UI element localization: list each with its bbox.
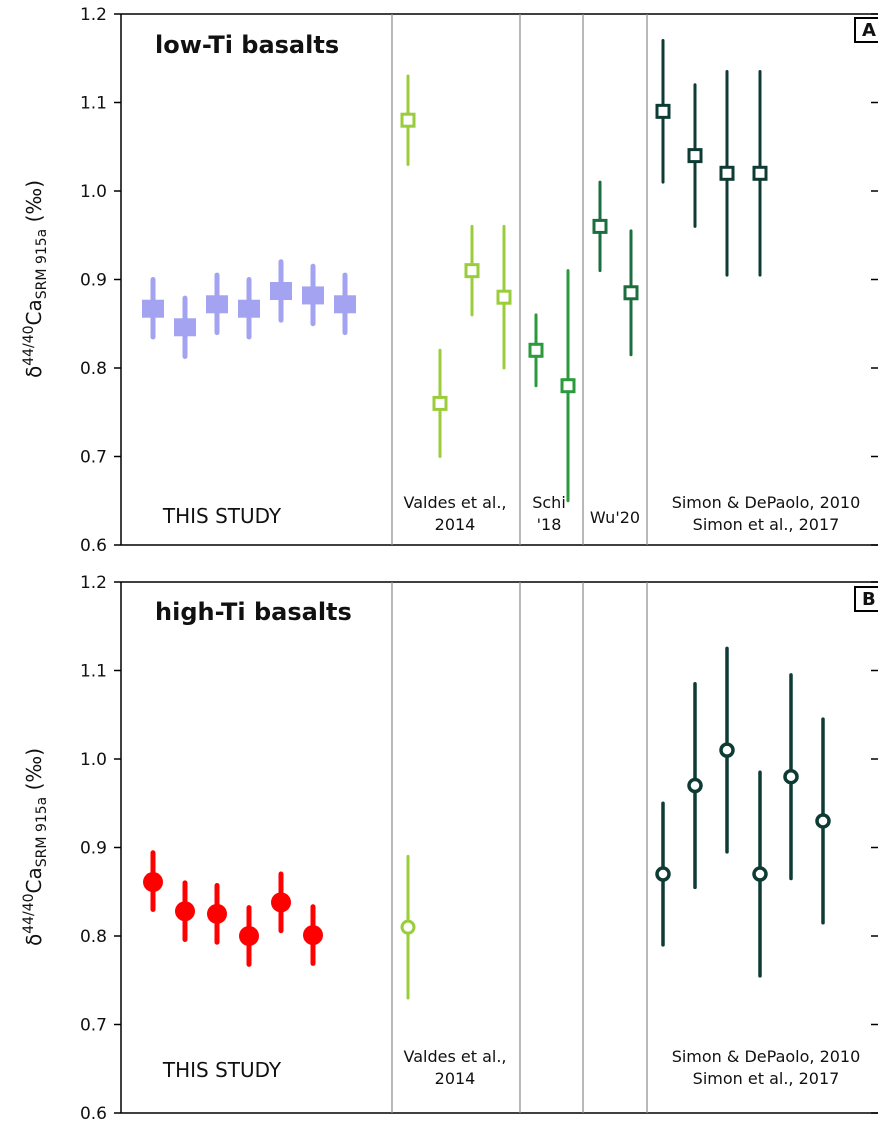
y-tick-label: 1.2 xyxy=(80,573,107,593)
data-point xyxy=(271,892,291,913)
data-point xyxy=(752,866,768,882)
y-axis-label-part: (‰) xyxy=(22,748,46,797)
y-axis-label-part: δ xyxy=(22,366,46,378)
y-tick-label: 0.7 xyxy=(80,1016,107,1036)
group-label: Valdes et al., xyxy=(404,1047,507,1066)
y-axis-label-part: Ca xyxy=(22,299,46,325)
data-point xyxy=(400,919,416,935)
data-point xyxy=(496,289,512,305)
data-point xyxy=(655,866,671,882)
y-axis-label-part: Ca xyxy=(22,867,46,893)
y-tick-label: 0.6 xyxy=(80,536,107,556)
data-point xyxy=(752,165,768,181)
group-label: Schi xyxy=(532,493,566,512)
y-axis-label-part: SRM 915a xyxy=(34,229,50,299)
y-tick-label: 0.9 xyxy=(80,839,107,859)
data-point xyxy=(623,285,639,301)
data-point xyxy=(175,901,195,922)
group-label: Simon & DePaolo, 2010 xyxy=(672,493,861,512)
group-label: THIS STUDY xyxy=(162,1058,282,1082)
data-point xyxy=(207,903,227,924)
group-label: 2014 xyxy=(435,1069,476,1088)
data-point xyxy=(687,777,703,794)
y-tick-label: 0.8 xyxy=(80,927,107,947)
data-point xyxy=(687,148,703,164)
group-label: Simon et al., 2017 xyxy=(693,515,840,534)
chart-panel-a: 0.6 0.7 0.8 0.9 1.0 1.1 1.2 low-Ti basalts Aδ44/… xyxy=(21,5,878,556)
y-tick-label: 0.6 xyxy=(80,1104,107,1124)
data-point xyxy=(655,103,671,119)
group-label: Simon et al., 2017 xyxy=(693,1069,840,1088)
data-point xyxy=(334,295,356,314)
y-axis-label-part: δ xyxy=(22,934,46,946)
group-label: THIS STUDY xyxy=(162,504,282,528)
panel-letter-box xyxy=(854,586,878,612)
data-point xyxy=(400,112,416,128)
data-point xyxy=(719,742,735,758)
data-point xyxy=(206,295,228,314)
data-point xyxy=(560,378,576,394)
panel-letter: A xyxy=(862,20,876,41)
data-point xyxy=(719,165,735,181)
group-label: 2014 xyxy=(435,515,476,534)
group-label: Wu'20 xyxy=(590,508,640,527)
y-tick-label: 1.0 xyxy=(80,750,107,770)
chart-panel-b: 0.6 0.7 0.8 0.9 1.0 1.1 1.2 high-Ti basalts Bδ44… xyxy=(21,573,878,1124)
data-point xyxy=(302,286,324,305)
y-axis-label: δ44/40CaSRM 915a (‰) xyxy=(21,748,50,946)
data-point xyxy=(815,813,831,829)
panel-title: low-Ti basalts xyxy=(155,31,339,59)
data-point xyxy=(592,218,608,234)
panel-letter: B xyxy=(862,589,876,610)
y-axis-label-part: 44/40 xyxy=(21,325,37,365)
y-axis-label-part: (‰) xyxy=(22,180,46,229)
data-point xyxy=(783,768,799,785)
y-axis-label: δ44/40CaSRM 915a (‰) xyxy=(21,180,50,378)
data-point xyxy=(464,263,480,279)
data-point xyxy=(142,299,164,318)
y-tick-label: 1.1 xyxy=(80,662,107,682)
data-point xyxy=(270,282,292,301)
y-tick-label: 1.0 xyxy=(80,182,107,202)
data-point xyxy=(174,318,196,337)
data-point xyxy=(303,925,323,946)
y-axis-label-part: 44/40 xyxy=(21,893,37,933)
y-axis-label-part: SRM 915a xyxy=(34,797,50,867)
y-tick-label: 1.1 xyxy=(80,94,107,114)
y-tick-label: 0.8 xyxy=(80,359,107,379)
data-point xyxy=(528,342,544,358)
group-label: Simon & DePaolo, 2010 xyxy=(672,1047,861,1066)
y-tick-label: 0.9 xyxy=(80,271,107,291)
data-point xyxy=(238,299,260,318)
panel-title: high-Ti basalts xyxy=(155,598,352,626)
group-label: '18 xyxy=(537,515,562,534)
data-point xyxy=(432,395,448,411)
y-tick-label: 1.2 xyxy=(80,5,107,25)
y-tick-label: 0.7 xyxy=(80,448,107,468)
data-point xyxy=(143,872,163,893)
panel-letter-box xyxy=(854,17,878,43)
data-point xyxy=(239,926,259,946)
group-label: Valdes et al., xyxy=(404,493,507,512)
